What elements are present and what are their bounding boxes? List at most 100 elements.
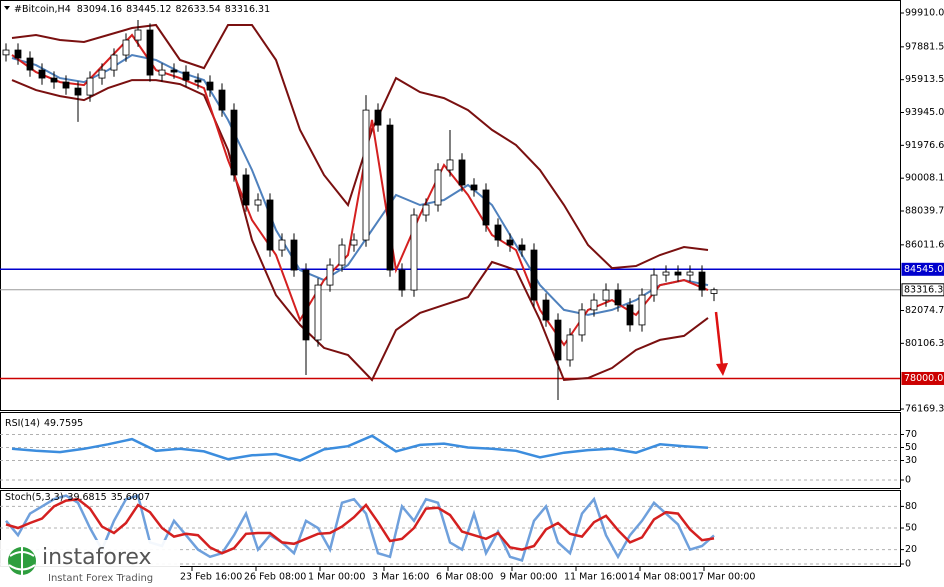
candle-body — [518, 244, 526, 251]
candle-body — [98, 69, 106, 79]
candle-body — [614, 289, 622, 306]
indicator-line — [11, 434, 709, 462]
y-tick-label: 70 — [905, 429, 917, 440]
logo-tagline: Instant Forex Trading — [48, 573, 153, 584]
x-tick-label: 17 Mar 00:00 — [692, 572, 755, 583]
logo: instaforex Instant Forex Trading — [0, 540, 180, 587]
y-tick-label: 86011.6 — [905, 239, 944, 250]
arrow-shaft — [714, 311, 724, 367]
y-tick-label: 99910.0 — [905, 8, 944, 19]
level-label-box — [901, 262, 944, 276]
stoch-title: Stoch(5,3,3) 39.6815 35.6007 — [5, 492, 150, 503]
level-label: 83316.3 — [904, 284, 943, 295]
candle-body — [290, 239, 298, 271]
candle-body — [74, 87, 82, 96]
level-label-box — [901, 283, 944, 297]
candle-body — [374, 109, 382, 126]
candle-body — [146, 29, 154, 76]
candle-body — [662, 271, 670, 276]
candle-body — [638, 294, 646, 326]
candle-body — [158, 69, 166, 76]
candle-body — [530, 249, 538, 301]
y-tick-label: 30 — [905, 455, 917, 466]
candle-body — [470, 184, 478, 191]
candle-body — [122, 39, 130, 56]
low-value: 82633.54 — [175, 4, 220, 15]
candle-body — [446, 159, 454, 171]
y-tick-label: 50 — [905, 442, 917, 453]
candle-body — [302, 269, 310, 341]
candle-body — [350, 239, 358, 246]
candle-body — [686, 271, 694, 276]
y-tick-label: 50 — [905, 523, 917, 534]
main-title: #Bitcoin,H4 83094.16 83445.12 82633.54 83316… — [14, 4, 270, 15]
logo-globe-lines — [8, 547, 36, 575]
candle-body — [650, 274, 658, 296]
indicator-line — [11, 23, 709, 270]
candle-body — [494, 224, 502, 241]
plot-layer: 99910.0 97881.5 95913.5 93945.0 91976.6 90008… — [0, 8, 944, 583]
y-tick-label: 0 — [905, 559, 911, 570]
x-tick-label: 23 Feb 16:00 — [180, 572, 242, 583]
candle-body — [14, 49, 22, 59]
candle-body — [26, 57, 34, 71]
x-tick-label: 6 Mar 08:00 — [436, 572, 493, 583]
y-tick-label: 20 — [905, 544, 917, 555]
x-tick-label: 14 Mar 08:00 — [628, 572, 691, 583]
candle-body — [50, 77, 58, 83]
x-tick-label: 3 Mar 16:00 — [372, 572, 429, 583]
indicator-line — [5, 497, 715, 555]
candle-body — [698, 271, 706, 291]
level-label: 78000.0 — [904, 373, 943, 384]
candle-body — [242, 174, 250, 206]
candle-body — [566, 334, 574, 361]
candle-body — [278, 239, 286, 251]
candle-body — [410, 214, 418, 291]
candle-body — [134, 29, 142, 41]
indicator-line — [11, 53, 709, 316]
rsi-title: RSI(14) 49.7595 — [5, 418, 83, 429]
candle-body — [206, 81, 214, 91]
indicator-line — [5, 494, 715, 562]
candle-body — [386, 124, 394, 271]
x-tick-label: 26 Feb 08:00 — [244, 572, 306, 583]
x-tick-label: 9 Mar 00:00 — [500, 572, 557, 583]
x-tick-label: 1 Mar 00:00 — [308, 572, 365, 583]
candle-body — [398, 269, 406, 291]
candle-body — [338, 244, 346, 266]
candle-body — [506, 239, 514, 246]
logo-brand: instaforex — [42, 545, 152, 570]
y-tick-label: 97881.5 — [905, 41, 944, 52]
candle-body — [230, 109, 238, 176]
candle-body — [458, 159, 466, 186]
candle-body — [218, 89, 226, 111]
candle-body — [110, 54, 118, 71]
y-tick-label: 82074.7 — [905, 305, 944, 316]
stoch-k-value: 39.6815 — [67, 492, 106, 503]
symbol-icon — [4, 6, 10, 10]
candle-body — [254, 199, 262, 206]
arrow-head — [716, 363, 728, 376]
candle-body — [542, 299, 550, 321]
high-value: 83445.12 — [126, 4, 171, 15]
forecast-arrow — [714, 311, 728, 376]
candle-body — [482, 189, 490, 226]
symbol-title: #Bitcoin,H4 — [14, 4, 71, 15]
candle-body — [326, 264, 334, 286]
candle-body — [182, 71, 190, 81]
level-label: 84545.0 — [904, 264, 943, 275]
candle-body — [554, 319, 562, 361]
y-tick-label: 95913.5 — [905, 74, 944, 85]
y-tick-label: 91976.6 — [905, 140, 944, 151]
rsi-panel — [0, 412, 901, 489]
candle-body — [578, 309, 586, 336]
stoch-d-value: 35.6007 — [111, 492, 150, 503]
rsi-value: 49.7595 — [44, 418, 83, 429]
y-tick-label: 0 — [905, 475, 911, 486]
candle-body — [710, 289, 718, 294]
candle-body — [602, 289, 610, 301]
y-tick-label: 76169.3 — [905, 404, 944, 415]
candle-body — [170, 69, 178, 73]
y-tick-label: 88039.7 — [905, 206, 944, 217]
